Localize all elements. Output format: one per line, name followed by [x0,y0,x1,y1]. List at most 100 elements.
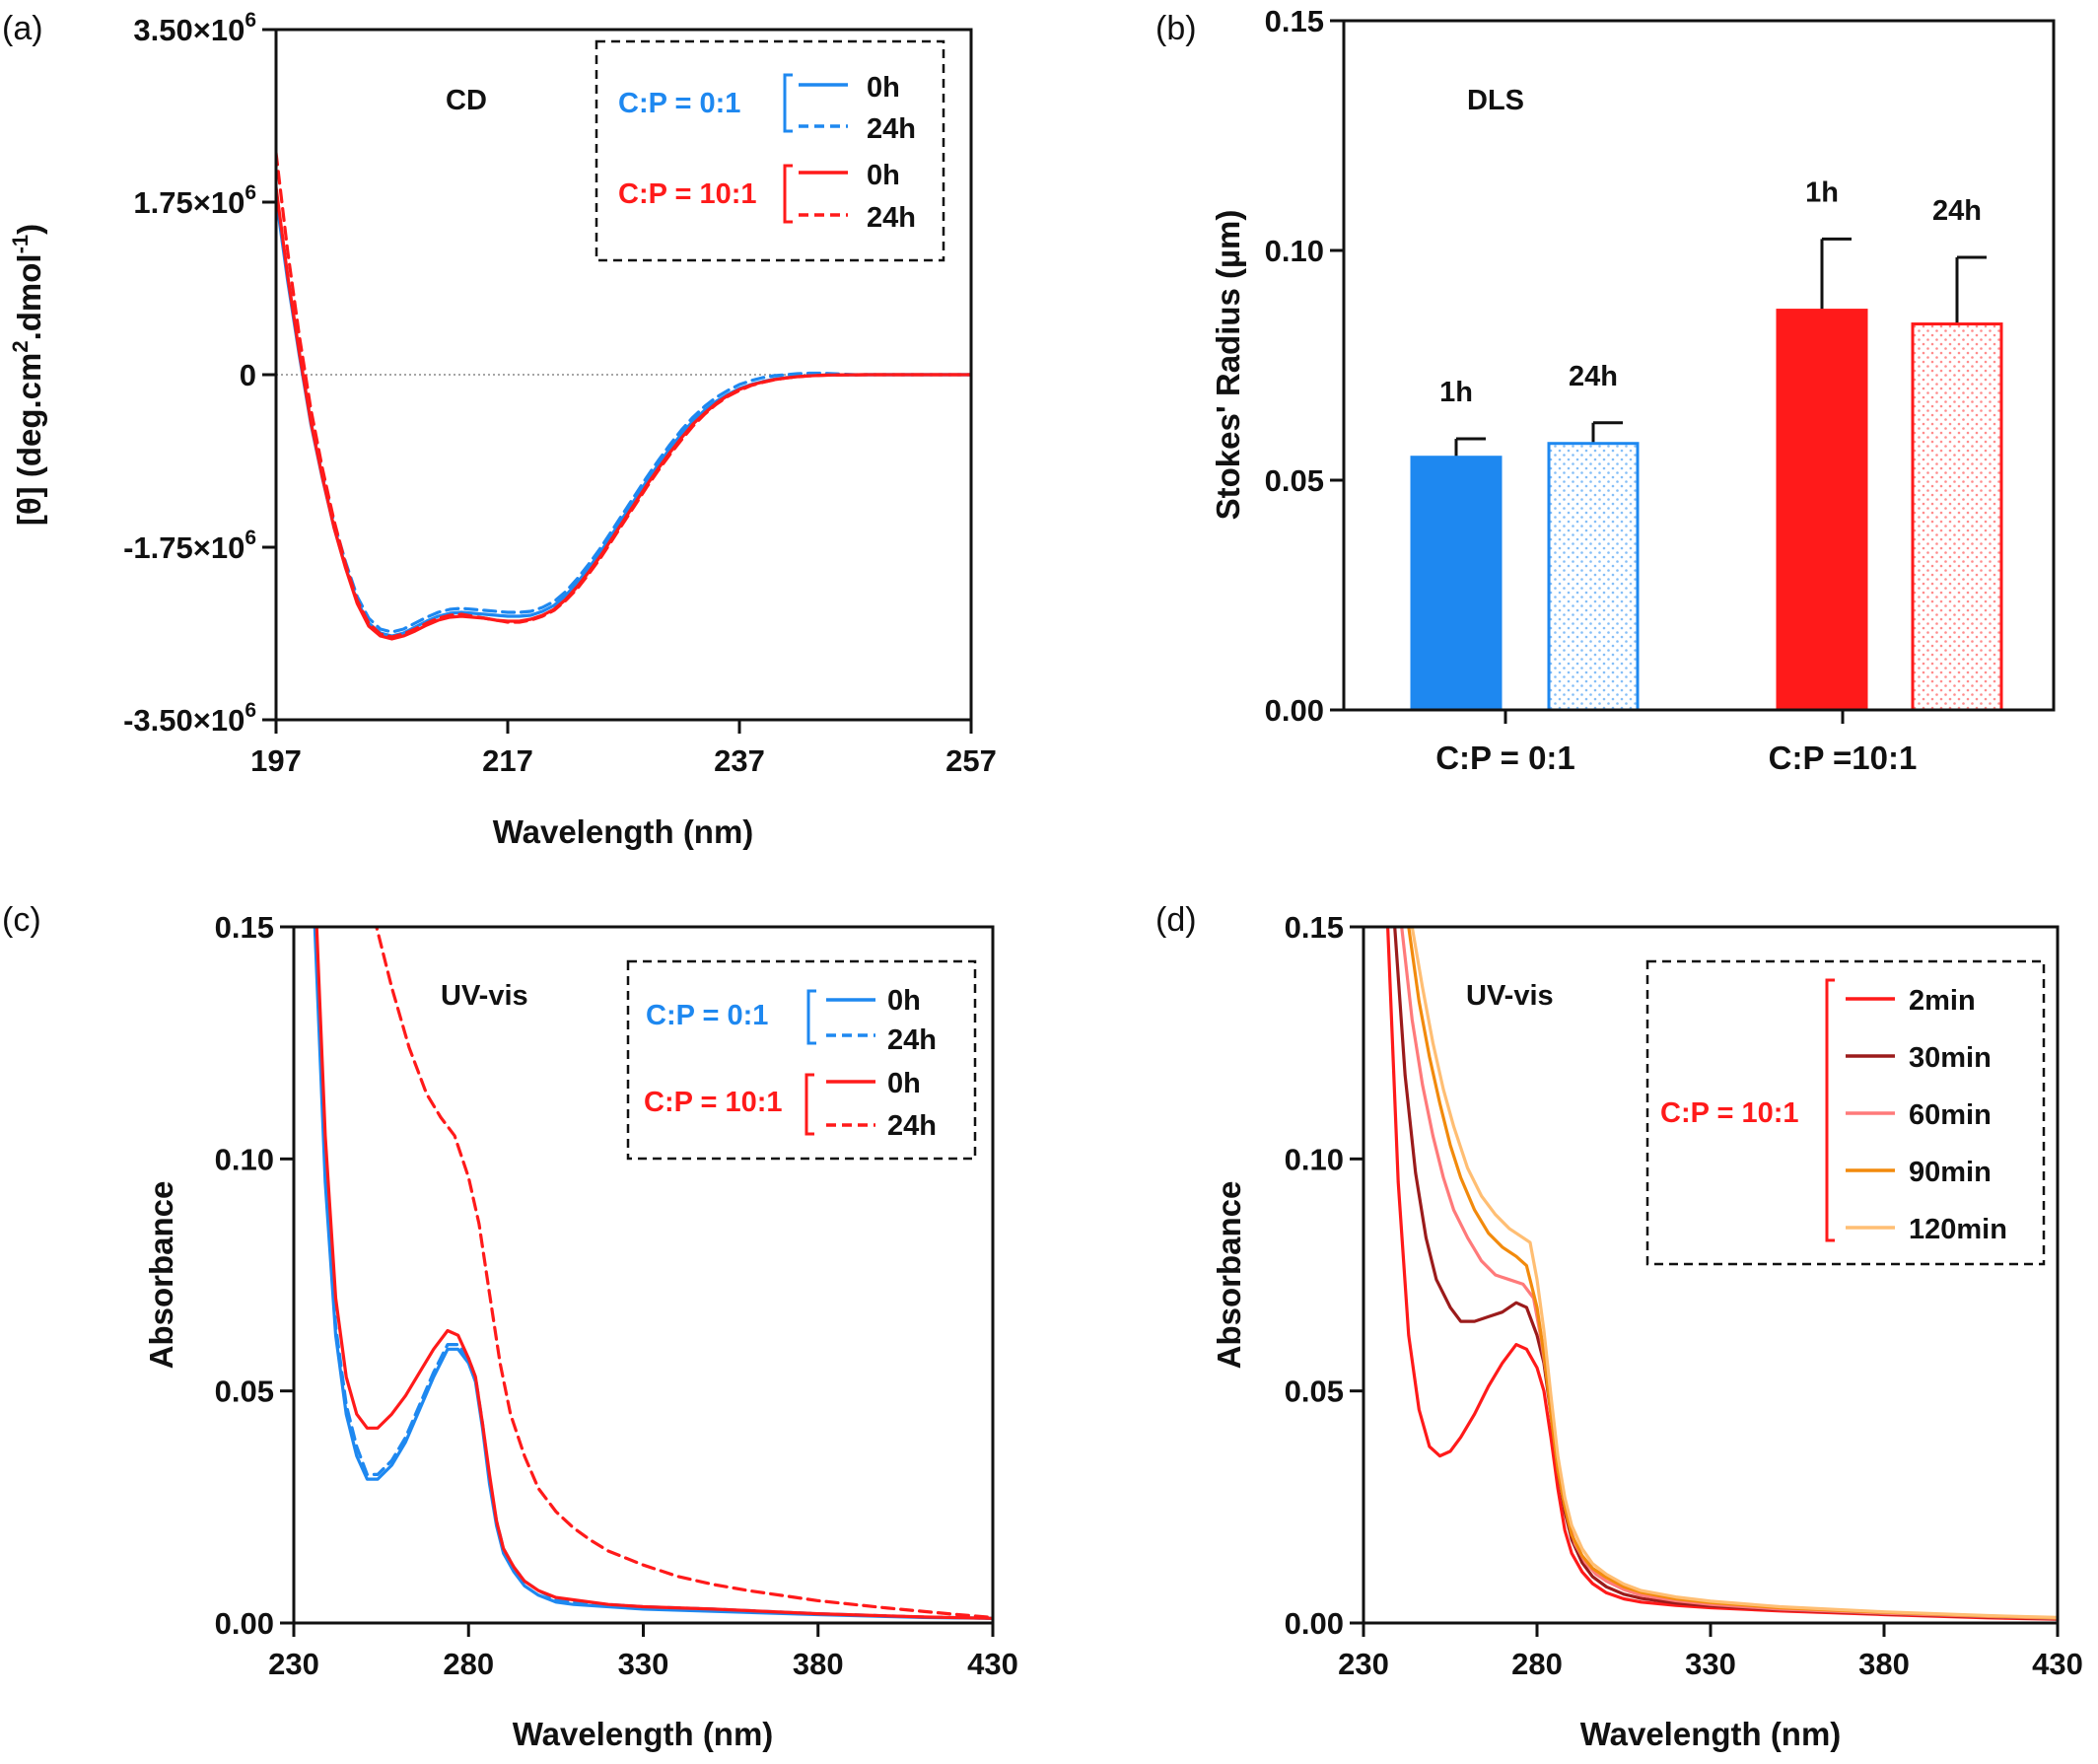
y-tick-label: 0.15 [215,910,274,945]
panel-c-legend-group1-label: C:P = 0:1 [646,1000,768,1031]
x-tick-label: 430 [967,1647,1018,1681]
panel-a-legend-item-0h: 0h [867,72,900,104]
panel-a-y-title-main: [θ] (deg.cm [11,353,47,527]
series-line-10-124h [375,927,993,1619]
panel-a-legend-item-0h-red: 0h [867,160,900,191]
y-tick-label: 0.15 [1265,4,1324,38]
x-tick-label: 230 [268,1647,319,1681]
panel-c-legend-group2-bracket [804,1073,814,1136]
panel-c-legend-item-0h-red: 0h [887,1068,921,1099]
panel-d-x-axis-title: Wavelength (nm) [1580,1716,1842,1752]
y-tick-label: 0.10 [1285,1142,1344,1176]
series-line-0-10h [276,195,971,638]
panel-d-series [1386,927,2058,1621]
x-tick-label: 380 [793,1647,844,1681]
panel-a-legend-group2-bracket [783,164,793,224]
series-line-0-124h [276,190,971,634]
x-tick-label: 230 [1338,1647,1389,1681]
panel-b-x-categories: C:P = 0:1 C:P =10:1 [1435,710,1917,776]
panel-a-legend-item-24h: 24h [867,113,916,145]
panel-a-y-title-mid: .dmol [11,253,47,340]
bar-1h-red [1776,309,1868,712]
legend-item-60min: 60min [1909,1099,1992,1131]
y-tick-label: 1.75×106 [133,181,256,220]
panel-d-legend-box [1645,959,2046,1266]
panel-a-y-title-sup1: 2 [8,340,33,352]
x-category-label: C:P = 0:1 [1435,740,1575,776]
series-line-10-10h [276,185,971,641]
y-tick-label: -1.75×106 [123,527,256,565]
panel-d-plot-frame [1362,925,2060,1625]
series-line-120min [1410,927,2058,1619]
panel-b-dls-chart: (b) 1h 24h 1h 24h 0.15 0.10 0.05 0.00 C:P = 0:… [1155,4,2056,776]
panel-a-legend-group1-label: C:P = 0:1 [618,88,740,119]
x-tick-label: 197 [250,743,302,778]
panel-b-y-axis-title: Stokes' Radius (µm) [1210,210,1246,521]
bar-label: 24h [1569,361,1618,392]
x-category-label: C:P =10:1 [1769,740,1918,776]
y-tick-mantissa: 0 [240,358,256,392]
y-tick-label: 0.15 [1285,910,1344,945]
y-tick-label: -3.50×106 [123,699,256,738]
series-line-60min [1400,927,2058,1620]
y-tick-label: 0.05 [1285,1375,1344,1409]
panel-a-x-ticks: 197 217 237 257 [250,720,997,778]
bar-label: 24h [1932,195,1982,227]
panel-c-annotation: UV-vis [441,980,528,1012]
panel-d-legend-bracket [1825,978,1835,1242]
series-line-10-10h [315,927,993,1620]
x-tick-label: 257 [945,743,997,778]
panel-c-legend: C:P = 0:1 0h 24h C:P = 10:1 0h 24h [626,959,977,1161]
x-tick-label: 330 [1685,1647,1736,1681]
x-tick-label: 380 [1858,1647,1910,1681]
legend-item-120min: 120min [1909,1214,2007,1245]
panel-b-annotation-dls: DLS [1467,85,1524,116]
panel-c-y-ticks: 0.15 0.10 0.05 0.00 [215,910,294,1641]
panel-a-series [276,151,971,641]
series-line-0-124h [314,927,993,1620]
panel-d-uvvis-chart: (d) 0.15 0.10 0.05 0.00 230 280 330 380 430 Wav… [1155,901,2083,1752]
y-tick-label: 0.00 [215,1606,274,1641]
y-tick-exponent: 6 [245,181,256,204]
y-tick-exponent: 6 [245,699,256,722]
panel-b-bars: 1h 24h 1h 24h [1410,176,2003,712]
y-tick-exponent: 6 [245,9,256,32]
panel-a-letter: (a) [2,10,43,47]
panel-c-legend-group1-bracket [806,989,816,1045]
legend-item-30min: 30min [1909,1042,1992,1074]
series-line-0-10h [313,927,993,1620]
y-tick-label: 0.00 [1265,693,1324,728]
panel-a-cd-chart: (a) 3.50×1061.75×1060-1.75×106-3.50×106 … [2,9,997,850]
bar-1h-blue [1410,456,1503,712]
panel-a-y-title-sup2: -1 [8,235,33,254]
y-tick-label: 0 [240,358,256,392]
y-tick-label: 0.05 [215,1375,274,1409]
x-tick-label: 280 [1511,1647,1563,1681]
panel-c-x-ticks: 230 280 330 380 430 [268,1623,1018,1681]
panel-d-x-ticks: 230 280 330 380 430 [1338,1623,2083,1681]
panel-c-legend-box [626,959,977,1161]
y-tick-exponent: 6 [245,527,256,549]
series-line-10-124h [276,151,971,639]
panel-c-legend-item-0h: 0h [887,985,921,1017]
panel-c-series [313,927,993,1620]
panel-b-letter: (b) [1155,10,1197,47]
panel-c-legend-group2-label: C:P = 10:1 [644,1087,783,1118]
panel-c-letter: (c) [2,901,41,939]
panel-c-uvvis-chart: (c) 0.15 0.10 0.05 0.00 230 280 330 380 430 Wav… [2,901,1018,1752]
y-tick-mantissa: -3.50×10 [123,703,245,738]
panel-d-y-ticks: 0.15 0.10 0.05 0.00 [1285,910,1364,1641]
panel-c-y-axis-title: Absorbance [143,1181,179,1370]
y-tick-mantissa: 3.50×10 [133,13,245,47]
series-line-90min [1407,927,2058,1620]
y-tick-label: 0.10 [1265,234,1324,268]
panel-a-annotation-cd: CD [446,85,487,116]
y-tick-label: 0.00 [1285,1606,1344,1641]
bar-24h-red [1911,322,2003,712]
series-line-2min [1386,927,2058,1621]
y-tick-label: 0.10 [215,1142,274,1176]
x-tick-label: 237 [714,743,765,778]
panel-a-x-axis-title: Wavelength (nm) [493,813,754,850]
